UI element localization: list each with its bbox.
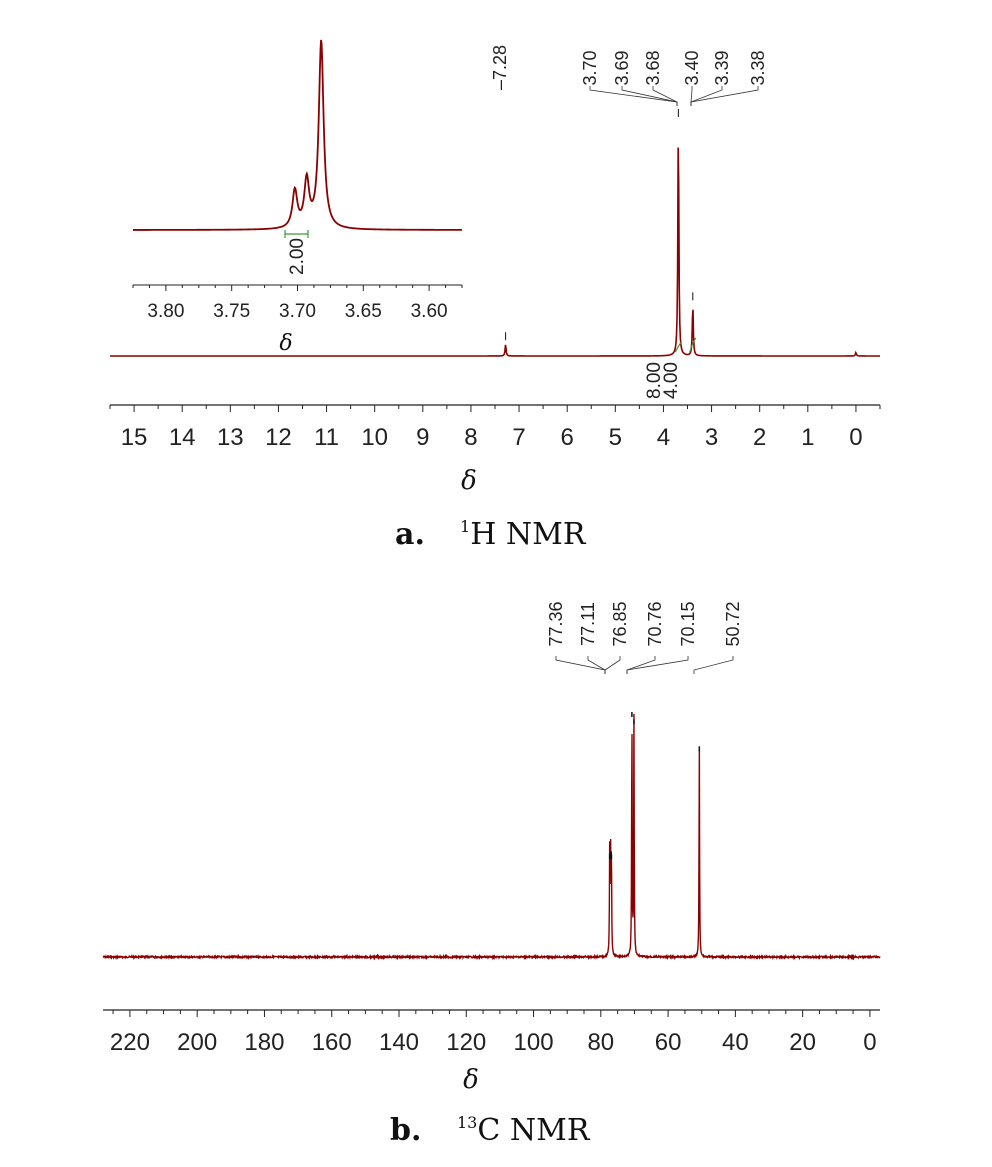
x-tick-label: 10 (361, 424, 388, 451)
peak-label: 3.70 (580, 50, 600, 85)
x-tick-label: 0 (849, 424, 862, 451)
integral-curve (674, 341, 682, 353)
x-axis-label: δ (463, 1065, 479, 1095)
x-tick-label: 3 (705, 424, 718, 451)
x-tick-label: 8 (464, 424, 477, 451)
x-tick-label: 9 (416, 424, 429, 451)
x-tick-label: 12 (265, 424, 292, 451)
x-tick-label: 140 (379, 1029, 419, 1056)
caption-superscript: 13 (457, 1113, 477, 1132)
x-tick-label: 20 (789, 1029, 816, 1056)
peak-label: 70.15 (678, 601, 698, 646)
spectrum-13c-line (102, 713, 881, 961)
integral-value: 8.00 (644, 362, 665, 399)
x-tick-label: 40 (722, 1029, 749, 1056)
inset-x-tick-label: 3.70 (279, 301, 316, 322)
inset-integral-value: 2.00 (287, 238, 308, 275)
caption-a: a. 1H NMR (395, 517, 587, 552)
peak-label: 77.36 (546, 601, 566, 646)
x-tick-label: 1 (801, 424, 814, 451)
peak-label-connector (621, 86, 678, 106)
peak-label: 70.76 (645, 601, 665, 646)
x-tick-label: 60 (655, 1029, 682, 1056)
peak-label: 3.69 (612, 50, 632, 85)
peak-label: 3.38 (748, 50, 768, 85)
peak-label: 50.72 (723, 601, 743, 646)
peak-label-connector (589, 86, 678, 106)
peak-label: 3.68 (643, 50, 663, 85)
inset-zoom: 2.00 3.80 3.75 3.70 3.65 3.60 δ (132, 39, 463, 356)
x-tick-label: 2 (753, 424, 766, 451)
peak-label-connector (626, 656, 656, 674)
inset-spectrum-line (133, 39, 462, 231)
peak-label-connector (693, 656, 734, 674)
x-tick-label: 0 (863, 1029, 876, 1056)
inset-x-tick-label: 3.65 (345, 301, 382, 322)
peak-label: 3.40 (682, 50, 702, 85)
x-tick-label: 7 (512, 424, 525, 451)
peak-label: 3.39 (712, 50, 732, 85)
x-tick-label: 180 (244, 1029, 284, 1056)
x-tick-label: 11 (314, 424, 339, 451)
caption-letter: a. (395, 517, 425, 552)
x-tick-label: 4 (657, 424, 670, 451)
caption-b: b. 13C NMR (390, 1113, 591, 1148)
peak-label-connector (626, 656, 689, 674)
spectrum-1h-line (110, 147, 880, 357)
x-tick-label: 100 (514, 1029, 554, 1056)
peak-label: 76.85 (610, 601, 630, 646)
peak-label-connector (555, 656, 606, 674)
x-tick-label: 14 (169, 424, 196, 451)
inset-x-tick-label: 3.80 (147, 301, 184, 322)
inset-x-tick-label: 3.60 (411, 301, 448, 322)
x-tick-label: 80 (587, 1029, 614, 1056)
x-tick-label: 120 (446, 1029, 486, 1056)
caption-text: H NMR (470, 517, 587, 552)
peak-label-connector (690, 86, 759, 106)
peak-label-connector (652, 86, 678, 106)
peak-label: 77.11 (578, 602, 598, 646)
inset-x-axis-label: δ (279, 331, 292, 356)
x-tick-label: 6 (561, 424, 574, 451)
peak-label-connector (604, 656, 621, 674)
caption-text: C NMR (477, 1113, 590, 1148)
peak-label: –7.28 (490, 45, 510, 90)
peak-label-connector (690, 86, 723, 106)
caption-superscript: 1 (460, 517, 470, 536)
integral-value: 4.00 (661, 362, 682, 399)
x-axis-label: δ (461, 466, 477, 496)
x-tick-label: 5 (609, 424, 622, 451)
integral-curve (689, 337, 697, 353)
x-tick-label: 13 (217, 424, 244, 451)
caption-letter: b. (390, 1113, 421, 1148)
x-tick-label: 220 (110, 1029, 150, 1056)
x-tick-label: 15 (121, 424, 148, 451)
peak-label-connector (587, 656, 606, 674)
x-tick-label: 200 (177, 1029, 217, 1056)
x-tick-label: 160 (312, 1029, 352, 1056)
inset-x-tick-label: 3.75 (213, 301, 250, 322)
